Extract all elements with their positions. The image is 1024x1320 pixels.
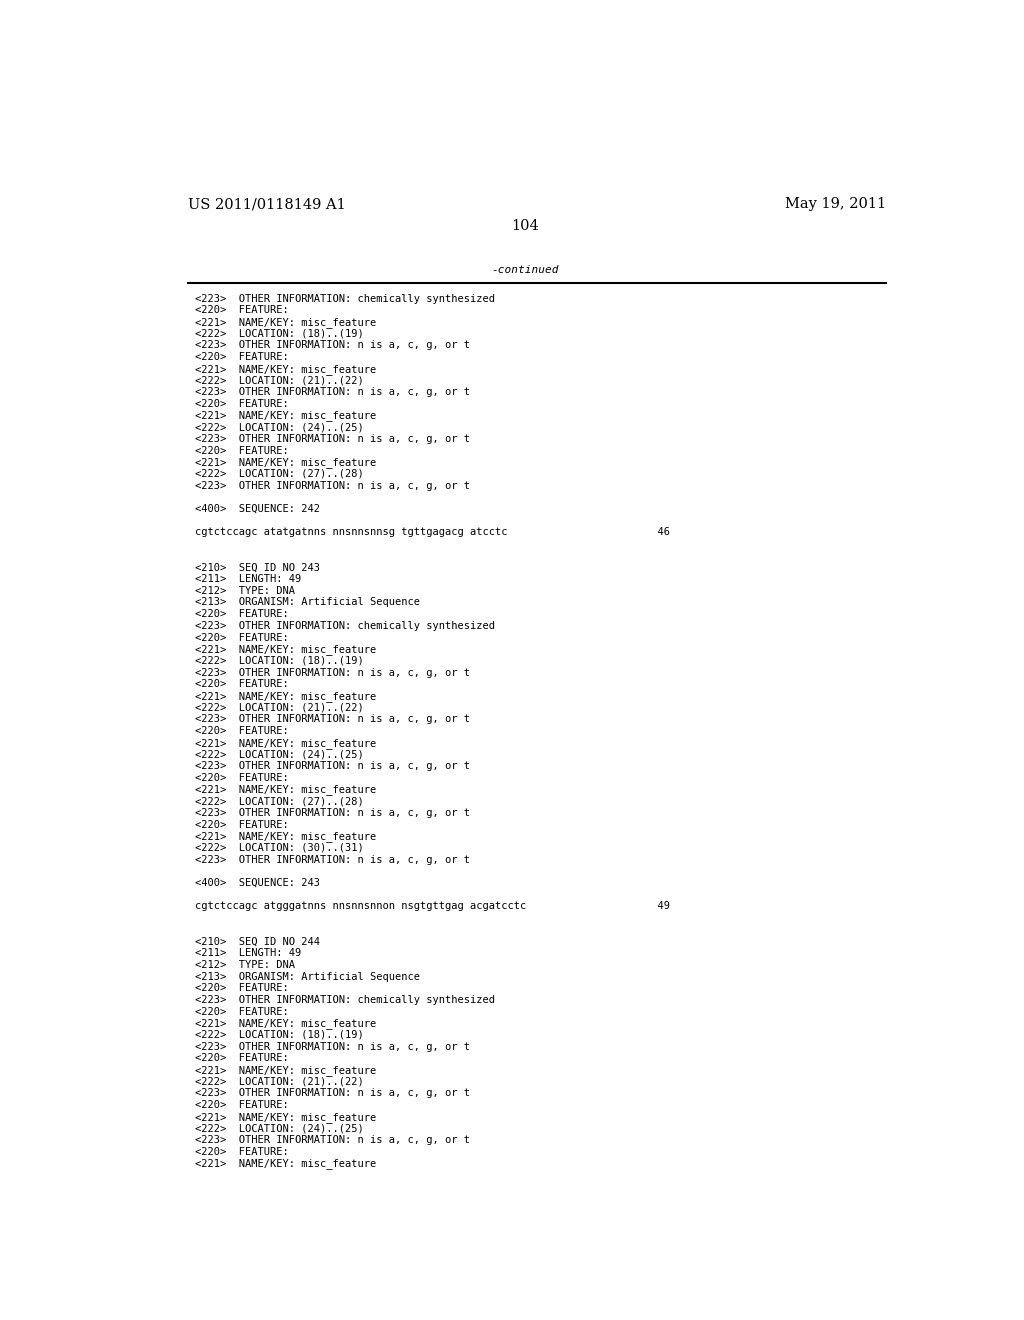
Text: <223>  OTHER INFORMATION: n is a, c, g, or t: <223> OTHER INFORMATION: n is a, c, g, o…	[196, 1089, 470, 1098]
Text: <212>  TYPE: DNA: <212> TYPE: DNA	[196, 960, 296, 970]
Text: 104: 104	[511, 219, 539, 234]
Text: <223>  OTHER INFORMATION: n is a, c, g, or t: <223> OTHER INFORMATION: n is a, c, g, o…	[196, 434, 470, 444]
Text: <220>  FEATURE:: <220> FEATURE:	[196, 1147, 289, 1156]
Text: <221>  NAME/KEY: misc_feature: <221> NAME/KEY: misc_feature	[196, 364, 377, 375]
Text: <221>  NAME/KEY: misc_feature: <221> NAME/KEY: misc_feature	[196, 832, 377, 842]
Text: <221>  NAME/KEY: misc_feature: <221> NAME/KEY: misc_feature	[196, 1065, 377, 1076]
Text: <223>  OTHER INFORMATION: n is a, c, g, or t: <223> OTHER INFORMATION: n is a, c, g, o…	[196, 341, 470, 350]
Text: <211>  LENGTH: 49: <211> LENGTH: 49	[196, 574, 302, 585]
Text: <223>  OTHER INFORMATION: chemically synthesized: <223> OTHER INFORMATION: chemically synt…	[196, 995, 496, 1005]
Text: May 19, 2011: May 19, 2011	[784, 197, 886, 211]
Text: <222>  LOCATION: (18)..(19): <222> LOCATION: (18)..(19)	[196, 329, 365, 339]
Text: <223>  OTHER INFORMATION: n is a, c, g, or t: <223> OTHER INFORMATION: n is a, c, g, o…	[196, 1135, 470, 1146]
Text: <221>  NAME/KEY: misc_feature: <221> NAME/KEY: misc_feature	[196, 644, 377, 655]
Text: <210>  SEQ ID NO 243: <210> SEQ ID NO 243	[196, 562, 321, 573]
Text: <223>  OTHER INFORMATION: n is a, c, g, or t: <223> OTHER INFORMATION: n is a, c, g, o…	[196, 808, 470, 818]
Text: <221>  NAME/KEY: misc_feature: <221> NAME/KEY: misc_feature	[196, 738, 377, 748]
Text: <220>  FEATURE:: <220> FEATURE:	[196, 1100, 289, 1110]
Text: <221>  NAME/KEY: misc_feature: <221> NAME/KEY: misc_feature	[196, 1018, 377, 1030]
Text: <220>  FEATURE:: <220> FEATURE:	[196, 399, 289, 409]
Text: <221>  NAME/KEY: misc_feature: <221> NAME/KEY: misc_feature	[196, 1159, 377, 1170]
Text: <221>  NAME/KEY: misc_feature: <221> NAME/KEY: misc_feature	[196, 317, 377, 327]
Text: <220>  FEATURE:: <220> FEATURE:	[196, 352, 289, 362]
Text: <222>  LOCATION: (18)..(19): <222> LOCATION: (18)..(19)	[196, 1030, 365, 1040]
Text: <222>  LOCATION: (27)..(28): <222> LOCATION: (27)..(28)	[196, 469, 365, 479]
Text: <223>  OTHER INFORMATION: n is a, c, g, or t: <223> OTHER INFORMATION: n is a, c, g, o…	[196, 387, 470, 397]
Text: <223>  OTHER INFORMATION: n is a, c, g, or t: <223> OTHER INFORMATION: n is a, c, g, o…	[196, 714, 470, 725]
Text: <213>  ORGANISM: Artificial Sequence: <213> ORGANISM: Artificial Sequence	[196, 972, 421, 982]
Text: <223>  OTHER INFORMATION: n is a, c, g, or t: <223> OTHER INFORMATION: n is a, c, g, o…	[196, 480, 470, 491]
Text: <222>  LOCATION: (24)..(25): <222> LOCATION: (24)..(25)	[196, 422, 365, 432]
Text: <400>  SEQUENCE: 242: <400> SEQUENCE: 242	[196, 504, 321, 513]
Text: <220>  FEATURE:: <220> FEATURE:	[196, 772, 289, 783]
Text: <220>  FEATURE:: <220> FEATURE:	[196, 820, 289, 829]
Text: <223>  OTHER INFORMATION: chemically synthesized: <223> OTHER INFORMATION: chemically synt…	[196, 620, 496, 631]
Text: <220>  FEATURE:: <220> FEATURE:	[196, 609, 289, 619]
Text: <223>  OTHER INFORMATION: chemically synthesized: <223> OTHER INFORMATION: chemically synt…	[196, 293, 496, 304]
Text: <220>  FEATURE:: <220> FEATURE:	[196, 305, 289, 315]
Text: <212>  TYPE: DNA: <212> TYPE: DNA	[196, 586, 296, 595]
Text: <222>  LOCATION: (21)..(22): <222> LOCATION: (21)..(22)	[196, 1077, 365, 1086]
Text: <221>  NAME/KEY: misc_feature: <221> NAME/KEY: misc_feature	[196, 411, 377, 421]
Text: <223>  OTHER INFORMATION: n is a, c, g, or t: <223> OTHER INFORMATION: n is a, c, g, o…	[196, 854, 470, 865]
Text: <221>  NAME/KEY: misc_feature: <221> NAME/KEY: misc_feature	[196, 784, 377, 796]
Text: <222>  LOCATION: (18)..(19): <222> LOCATION: (18)..(19)	[196, 656, 365, 665]
Text: <213>  ORGANISM: Artificial Sequence: <213> ORGANISM: Artificial Sequence	[196, 598, 421, 607]
Text: <223>  OTHER INFORMATION: n is a, c, g, or t: <223> OTHER INFORMATION: n is a, c, g, o…	[196, 1041, 470, 1052]
Text: -continued: -continued	[492, 265, 558, 275]
Text: <222>  LOCATION: (27)..(28): <222> LOCATION: (27)..(28)	[196, 796, 365, 807]
Text: <221>  NAME/KEY: misc_feature: <221> NAME/KEY: misc_feature	[196, 457, 377, 469]
Text: <221>  NAME/KEY: misc_feature: <221> NAME/KEY: misc_feature	[196, 1111, 377, 1123]
Text: <222>  LOCATION: (30)..(31): <222> LOCATION: (30)..(31)	[196, 843, 365, 853]
Text: US 2011/0118149 A1: US 2011/0118149 A1	[187, 197, 345, 211]
Text: <222>  LOCATION: (21)..(22): <222> LOCATION: (21)..(22)	[196, 702, 365, 713]
Text: <222>  LOCATION: (21)..(22): <222> LOCATION: (21)..(22)	[196, 375, 365, 385]
Text: <220>  FEATURE:: <220> FEATURE:	[196, 680, 289, 689]
Text: <220>  FEATURE:: <220> FEATURE:	[196, 1053, 289, 1064]
Text: <220>  FEATURE:: <220> FEATURE:	[196, 632, 289, 643]
Text: cgtctccagc atgggatnns nnsnnsnnon nsgtgttgag acgatcctc                     49: cgtctccagc atgggatnns nnsnnsnnon nsgtgtt…	[196, 902, 671, 911]
Text: <210>  SEQ ID NO 244: <210> SEQ ID NO 244	[196, 936, 321, 946]
Text: <223>  OTHER INFORMATION: n is a, c, g, or t: <223> OTHER INFORMATION: n is a, c, g, o…	[196, 668, 470, 677]
Text: <220>  FEATURE:: <220> FEATURE:	[196, 446, 289, 455]
Text: <221>  NAME/KEY: misc_feature: <221> NAME/KEY: misc_feature	[196, 690, 377, 702]
Text: <220>  FEATURE:: <220> FEATURE:	[196, 983, 289, 993]
Text: <223>  OTHER INFORMATION: n is a, c, g, or t: <223> OTHER INFORMATION: n is a, c, g, o…	[196, 762, 470, 771]
Text: <211>  LENGTH: 49: <211> LENGTH: 49	[196, 948, 302, 958]
Text: <400>  SEQUENCE: 243: <400> SEQUENCE: 243	[196, 878, 321, 888]
Text: <222>  LOCATION: (24)..(25): <222> LOCATION: (24)..(25)	[196, 750, 365, 759]
Text: <220>  FEATURE:: <220> FEATURE:	[196, 1007, 289, 1016]
Text: <222>  LOCATION: (24)..(25): <222> LOCATION: (24)..(25)	[196, 1123, 365, 1134]
Text: cgtctccagc atatgatnns nnsnnsnnsg tgttgagacg atcctc                        46: cgtctccagc atatgatnns nnsnnsnnsg tgttgag…	[196, 528, 671, 537]
Text: <220>  FEATURE:: <220> FEATURE:	[196, 726, 289, 737]
